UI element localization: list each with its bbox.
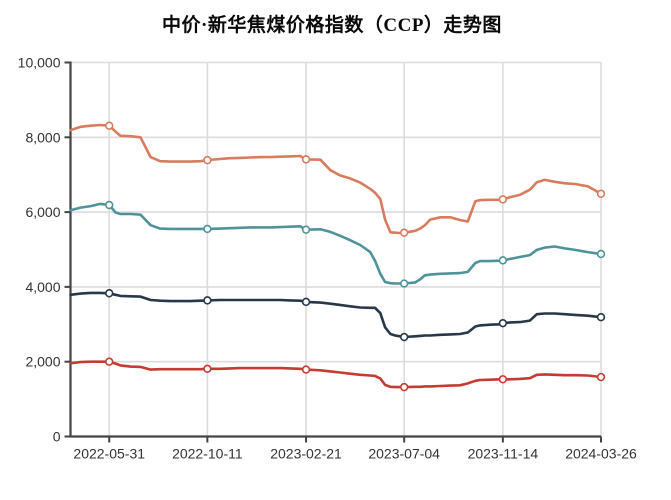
series-marker-teal-series[interactable]: [105, 200, 114, 210]
series-marker-navy-series[interactable]: [203, 296, 212, 305]
series-marker-navy-series[interactable]: [399, 332, 409, 342]
series-marker-red-series[interactable]: [203, 364, 212, 374]
y-tick-label: 0: [53, 429, 61, 445]
series-line-navy-series: [69, 291, 603, 339]
series-marker-orange-series[interactable]: [399, 228, 409, 237]
series-marker-teal-series[interactable]: [596, 249, 606, 259]
y-tick-label: 4,000: [25, 279, 60, 295]
series-marker-red-series[interactable]: [399, 382, 409, 392]
x-tick-label: 2023-07-04: [368, 446, 440, 462]
series-marker-navy-series[interactable]: [105, 289, 114, 298]
x-tick-label: 2022-05-31: [73, 446, 145, 462]
series-marker-teal-series[interactable]: [498, 256, 508, 265]
series-line-red-series: [69, 360, 603, 389]
series-marker-teal-series[interactable]: [399, 279, 409, 288]
y-tick-label: 10,000: [18, 55, 61, 71]
series-marker-orange-series[interactable]: [203, 155, 212, 165]
series-marker-red-series[interactable]: [596, 372, 606, 382]
series-marker-teal-series[interactable]: [203, 224, 212, 234]
x-tick-label: 2022-10-11: [172, 446, 243, 462]
y-tick-label: 2,000: [25, 354, 60, 370]
x-tick-label: 2024-03-26: [565, 446, 637, 462]
series-marker-navy-series[interactable]: [498, 318, 508, 328]
series-marker-red-series[interactable]: [498, 375, 508, 384]
series-marker-navy-series[interactable]: [596, 312, 606, 322]
series-marker-orange-series[interactable]: [498, 195, 508, 204]
series-line-teal-series: [69, 202, 603, 285]
series-marker-red-series[interactable]: [105, 357, 114, 366]
y-tick-label: 8,000: [25, 129, 60, 145]
series-marker-orange-series[interactable]: [301, 155, 311, 164]
series-marker-teal-series[interactable]: [301, 225, 311, 234]
series-marker-navy-series[interactable]: [301, 297, 311, 307]
ccp-trend-line-chart[interactable]: 0 2,000 4,000 6,000 8,000 10,000 2022-05-31 202…: [0, 0, 640, 500]
x-tick-label: 2023-02-21: [270, 446, 342, 462]
series-line-orange-series: [69, 123, 603, 235]
x-tick-label: 2023-11-14: [468, 446, 539, 462]
series-marker-red-series[interactable]: [301, 365, 311, 374]
y-tick-label: 6,000: [25, 204, 60, 220]
series-marker-orange-series[interactable]: [596, 189, 606, 198]
chart-title: 中价·新华焦煤价格指数（CCP）走势图: [162, 15, 502, 36]
series-marker-orange-series[interactable]: [105, 121, 114, 130]
